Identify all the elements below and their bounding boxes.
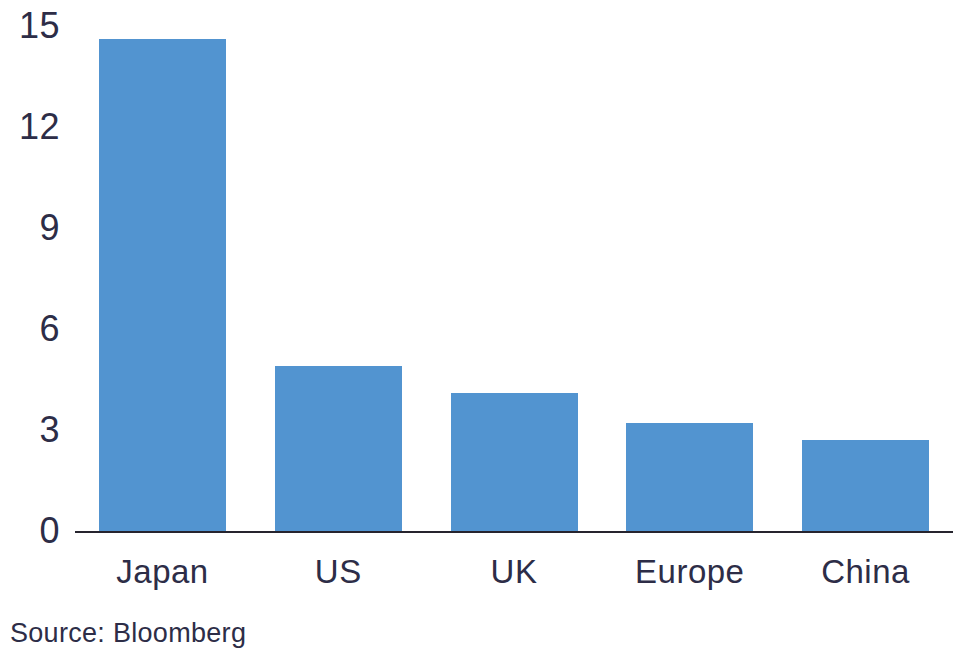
y-tick-label: 9 [0, 210, 60, 246]
y-axis: 03691215 [0, 0, 62, 531]
bar-china [802, 440, 929, 531]
source-note: Source: Bloomberg [10, 616, 246, 650]
y-tick-label: 12 [0, 109, 60, 145]
y-tick-label: 6 [0, 311, 60, 347]
x-tick-label-japan: Japan [99, 552, 226, 592]
y-tick-label: 0 [0, 513, 60, 549]
bar-us [275, 366, 402, 531]
y-tick-label: 15 [0, 8, 60, 44]
plot-area [75, 0, 953, 531]
x-tick-label-china: China [802, 552, 929, 592]
bar-chart: 0 3 6 9 12 15 Japan US UK Europe China Source: Bl… [0, 0, 964, 655]
x-tick-label-uk: UK [451, 552, 578, 592]
y-tick-label: 3 [0, 412, 60, 448]
bar-japan [99, 39, 226, 531]
x-tick-label-europe: Europe [626, 552, 753, 592]
x-axis-line [75, 531, 953, 533]
bar-europe [626, 423, 753, 531]
bar-uk [451, 393, 578, 531]
x-tick-label-us: US [275, 552, 402, 592]
x-axis-labels: Japan US UK Europe China [75, 552, 953, 592]
